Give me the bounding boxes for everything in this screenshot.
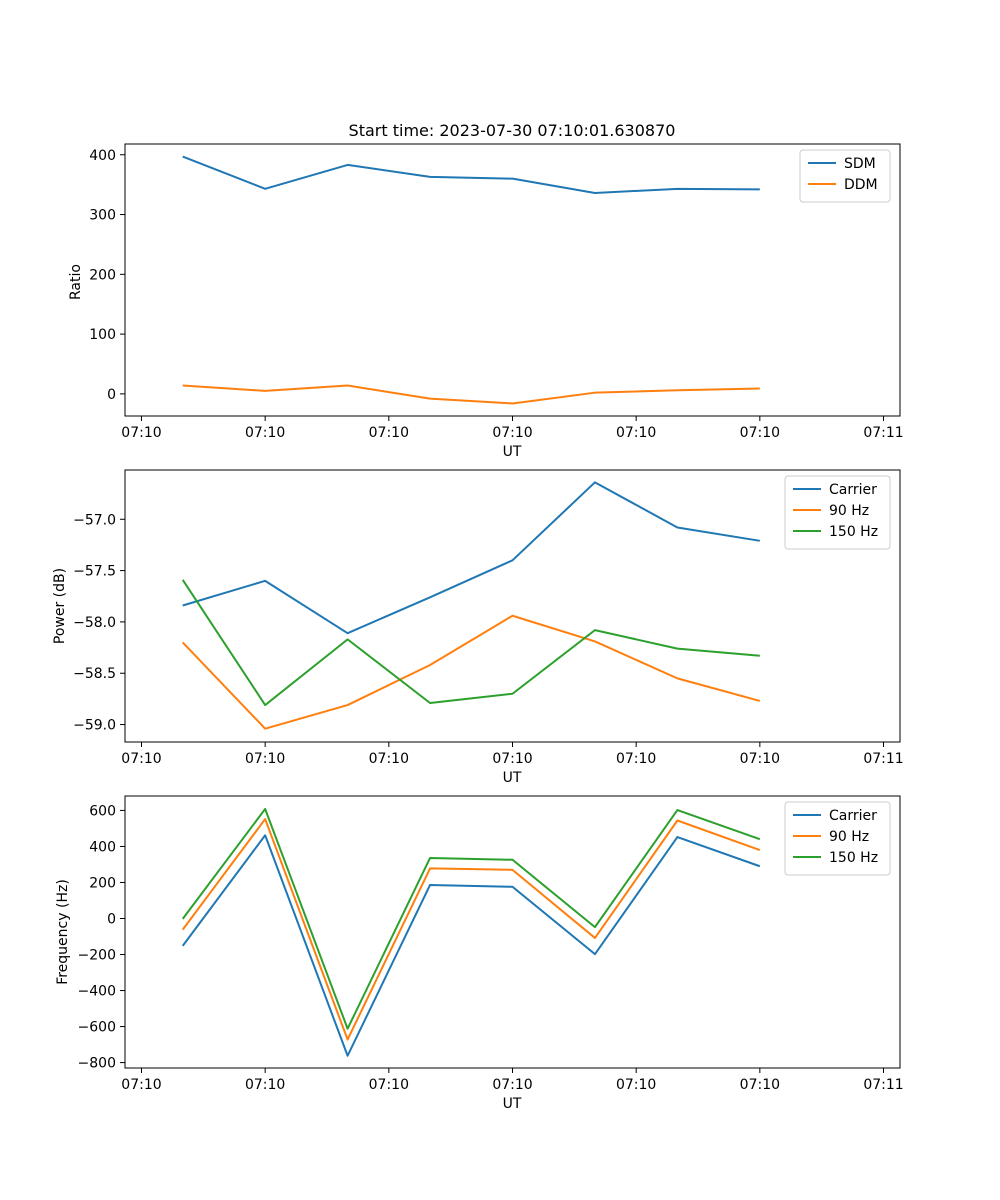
plot-frame — [124, 795, 901, 1069]
y-tick-label: 0 — [107, 911, 116, 927]
x-tick-label: 07:10 — [245, 425, 285, 441]
y-tick-label: −57.5 — [73, 564, 116, 580]
y-tick-label: 200 — [89, 267, 116, 283]
power-chart: UT Power (dB) 07:10 07:10 07:10 07:10 07:10 0… — [52, 469, 904, 786]
x-tick-label: 07:10 — [740, 1077, 780, 1093]
legend: SDM DDM — [799, 149, 891, 203]
y-tick-label: 100 — [89, 327, 116, 343]
y-tick-label: 300 — [89, 208, 116, 224]
legend-label: Carrier — [829, 808, 877, 824]
legend-label: SDM — [844, 156, 876, 172]
plot-frame — [124, 143, 901, 417]
series-line-ddm — [182, 384, 760, 405]
plot-frame — [124, 469, 901, 743]
x-tick-label: 07:10 — [245, 1077, 285, 1093]
x-tick-label: 07:10 — [492, 751, 532, 767]
series-line-150-hz — [181, 579, 760, 707]
legend: Carrier 90 Hz 150 Hz — [784, 475, 891, 550]
series-line-150-hz — [181, 807, 761, 1030]
x-tick-label: 07:10 — [245, 751, 285, 767]
x-axis-label: UT — [503, 770, 522, 786]
x-tick-label: 07:11 — [863, 1077, 903, 1093]
chart-title: Start time: 2023-07-30 07:10:01.630870 — [349, 121, 676, 140]
x-tick-label: 07:10 — [616, 425, 656, 441]
legend: Carrier 90 Hz 150 Hz — [784, 801, 891, 876]
x-tick-label: 07:10 — [492, 1077, 532, 1093]
legend-label: DDM — [844, 177, 878, 193]
x-axis-label: UT — [503, 444, 522, 460]
legend-label: 90 Hz — [829, 503, 869, 519]
x-tick-label: 07:10 — [121, 1077, 161, 1093]
series-line-90-hz — [181, 818, 761, 1041]
y-tick-label: −59.0 — [73, 718, 116, 734]
series-line-sdm — [182, 155, 760, 195]
series-line-carrier — [182, 481, 761, 635]
x-axis-label: UT — [503, 1096, 522, 1112]
x-tick-label: 07:11 — [863, 751, 903, 767]
y-tick-label: −600 — [78, 1020, 116, 1036]
legend-label: 150 Hz — [829, 524, 878, 540]
frequency-chart: UT Frequency (Hz) 07:10 07:10 07:10 07:10 07… — [55, 795, 904, 1112]
y-tick-label: −200 — [78, 948, 116, 964]
y-tick-label: 200 — [89, 875, 116, 891]
ratio-chart: Start time: 2023-07-30 07:10:01.630870 U… — [68, 121, 904, 460]
legend-label: Carrier — [829, 482, 877, 498]
y-tick-label: −58.0 — [73, 615, 116, 631]
y-tick-label: −400 — [78, 984, 116, 1000]
y-axis-label: Ratio — [68, 264, 84, 300]
y-tick-label: 400 — [89, 839, 116, 855]
y-tick-label: −58.5 — [73, 666, 116, 682]
x-tick-label: 07:10 — [616, 1077, 656, 1093]
x-tick-label: 07:10 — [740, 425, 780, 441]
legend-label: 150 Hz — [829, 850, 878, 866]
y-tick-label: −800 — [78, 1056, 116, 1072]
x-tick-label: 07:10 — [616, 751, 656, 767]
x-tick-label: 07:10 — [369, 1077, 409, 1093]
x-tick-label: 07:10 — [492, 425, 532, 441]
y-tick-label: 400 — [89, 148, 116, 164]
x-tick-label: 07:10 — [369, 751, 409, 767]
y-tick-label: 0 — [107, 387, 116, 403]
legend-label: 90 Hz — [829, 829, 869, 845]
x-tick-label: 07:11 — [863, 425, 903, 441]
x-tick-label: 07:10 — [121, 425, 161, 441]
series-line-90-hz — [181, 614, 761, 730]
y-axis-label: Frequency (Hz) — [55, 879, 71, 985]
y-tick-label: −57.0 — [73, 512, 116, 528]
x-tick-label: 07:10 — [121, 751, 161, 767]
y-tick-label: 600 — [89, 803, 116, 819]
x-tick-label: 07:10 — [740, 751, 780, 767]
x-tick-label: 07:10 — [369, 425, 409, 441]
series-line-carrier — [181, 834, 761, 1057]
y-axis-label: Power (dB) — [52, 568, 68, 644]
